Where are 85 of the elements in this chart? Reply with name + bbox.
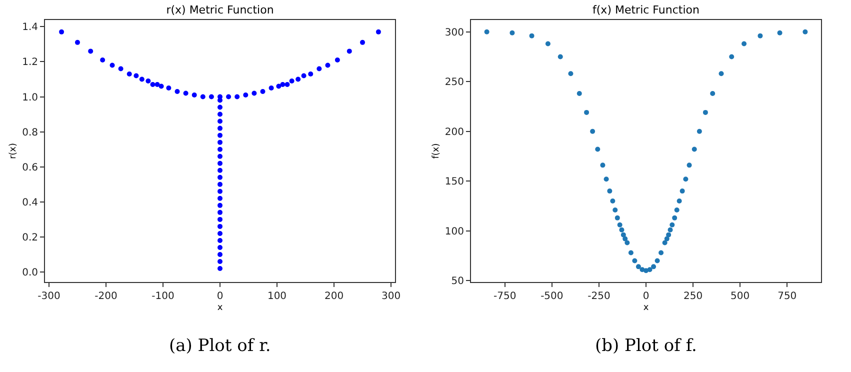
point <box>664 236 670 242</box>
y-tick-label: 0.0 <box>22 268 38 279</box>
point <box>614 215 620 220</box>
point <box>696 128 702 134</box>
point <box>654 258 660 264</box>
point <box>622 236 628 242</box>
point <box>620 232 626 238</box>
point <box>612 207 618 212</box>
point <box>674 207 680 212</box>
point <box>617 222 622 228</box>
point <box>670 222 675 228</box>
point <box>607 188 612 194</box>
point <box>718 71 724 76</box>
point <box>683 176 688 182</box>
x-tick-label: 750 <box>778 291 797 302</box>
point <box>702 110 708 115</box>
point <box>672 215 678 220</box>
y-tick-label: 1.2 <box>22 57 38 68</box>
y-tick-label: 300 <box>444 27 464 38</box>
y-tick-label: 200 <box>444 126 464 138</box>
x-tick-label: 250 <box>683 291 703 302</box>
y-tick-label: 0.2 <box>22 232 38 244</box>
point <box>729 54 734 60</box>
point <box>604 176 609 182</box>
point <box>636 264 641 270</box>
point <box>529 33 534 38</box>
y-tick-label: 1.0 <box>22 92 38 104</box>
point <box>484 29 490 34</box>
point <box>777 30 782 36</box>
point <box>595 146 600 152</box>
x-tick-label: -200 <box>94 291 118 302</box>
point <box>647 267 652 272</box>
point <box>758 33 763 38</box>
x-axis-title: x <box>643 302 650 313</box>
point <box>651 264 656 270</box>
x-tick-label: -100 <box>152 291 174 302</box>
point <box>576 91 582 96</box>
point <box>742 41 747 46</box>
x-tick-label: 500 <box>730 291 750 302</box>
point <box>624 240 630 246</box>
point <box>632 258 638 264</box>
point <box>710 91 716 96</box>
point <box>590 128 596 134</box>
x-tick-label: -500 <box>540 291 564 302</box>
chart-title: r(x) Metric Function <box>166 3 274 16</box>
y-tick-label: 150 <box>444 176 464 188</box>
x-tick-label: 100 <box>267 291 287 302</box>
chart-title: f(x) Metric Function <box>592 3 700 16</box>
point <box>666 232 672 238</box>
text: (b) Plot of f. <box>595 336 697 356</box>
y-tick-label: 100 <box>444 226 464 238</box>
point <box>686 162 692 168</box>
text: (a) Plot of r. <box>169 336 271 356</box>
point <box>584 110 590 115</box>
y-tick-label: 50 <box>451 276 464 288</box>
point <box>662 240 668 246</box>
x-tick-label: -250 <box>588 291 610 302</box>
point <box>628 250 634 256</box>
y-tick-label: 1.4 <box>22 22 38 34</box>
y-axis-title: f(x) <box>431 143 442 159</box>
point <box>802 29 808 34</box>
point <box>545 41 550 46</box>
point <box>692 146 697 152</box>
point <box>568 71 574 76</box>
x-tick-label: 0 <box>642 291 650 302</box>
y-tick-label: 250 <box>444 77 464 88</box>
point <box>658 250 664 256</box>
point <box>668 227 673 232</box>
x-tick-label: 0 <box>216 291 224 302</box>
point <box>680 188 685 194</box>
x-axis-title: x <box>217 302 224 313</box>
y-axis-title: r(x) <box>8 142 18 160</box>
point <box>558 54 563 60</box>
point <box>610 198 616 204</box>
point <box>619 227 624 232</box>
x-tick-label: -750 <box>494 291 516 302</box>
y-tick-label: 0.8 <box>22 127 38 138</box>
point <box>676 198 682 204</box>
x-tick-label: -300 <box>38 291 60 302</box>
y-tick-label: 0.4 <box>22 197 38 208</box>
x-tick-label: 300 <box>381 291 401 302</box>
point <box>600 162 606 168</box>
y-tick-label: 0.6 <box>22 162 38 174</box>
x-tick-label: 200 <box>324 291 344 302</box>
point <box>510 30 515 36</box>
